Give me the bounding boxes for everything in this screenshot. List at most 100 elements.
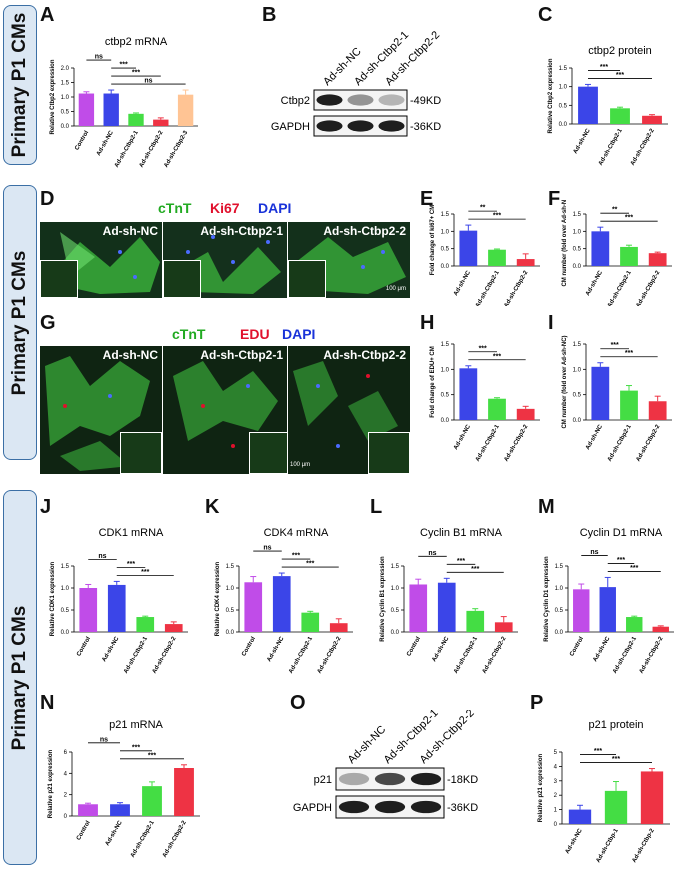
significance-label: *** — [141, 569, 149, 576]
size-label: -36KD — [447, 802, 478, 814]
y-tick-label: 0.0 — [573, 264, 582, 270]
bar-Ad-sh-NC — [272, 576, 291, 632]
blot-band — [378, 94, 405, 106]
micrograph-d-2-label: Ad-sh-Ctbp2-1 — [200, 224, 283, 238]
significance-label: *** — [132, 744, 140, 751]
micrograph-d-3: Ad-sh-Ctbp2-2 100 μm — [288, 222, 410, 298]
y-tick-label: 0.0 — [391, 630, 400, 636]
x-tick-label: Ad-sh-NC — [585, 269, 604, 297]
y-tick-label: 3 — [554, 779, 558, 785]
y-tick-label: 1.0 — [61, 95, 70, 101]
bar-Ad-sh-Ctbp2-2 — [648, 401, 667, 420]
bar-Ad-sh-Ctbp2-2 — [329, 623, 348, 632]
chart-ctbp2-mrna: ctbp2 mRNA 0.0 0.5 1.0 1.5 2.0 Relative Ctbp2 … — [50, 36, 198, 169]
bar-Ad-sh-Ctbp2-2 — [642, 115, 662, 124]
legend-g-dapi: DAPI — [282, 326, 316, 342]
bar-Ad-sh-NC — [107, 584, 126, 632]
significance-label: *** — [127, 561, 135, 568]
y-tick-label: 6 — [64, 750, 68, 756]
bar-Ad-sh-Ctbp-2 — [640, 771, 664, 824]
y-axis-label: Relative Cyclin B1 expression — [380, 556, 386, 642]
significance-label: ns — [95, 54, 103, 61]
significance-label: *** — [292, 553, 300, 560]
chart-ctbp2-protein: ctbp2 protein 0.0 0.5 1.0 1.5 Relative Ctbp2 … — [548, 45, 668, 167]
x-tick-label: Ad-sh-Ctbp2-2 — [482, 635, 508, 674]
bar-Ad-sh-NC — [437, 582, 456, 632]
x-tick-label: Ad-sh-Ctbp2-1 — [288, 635, 314, 674]
bar-Ad-sh-Ctbp2-1 — [128, 113, 144, 126]
chart-title: CDK4 mRNA — [264, 527, 329, 539]
significance-label: *** — [306, 561, 314, 568]
significance-label: *** — [630, 565, 638, 572]
scale-bar: 100 μm — [290, 462, 311, 468]
size-label: -18KD — [447, 774, 478, 786]
bar-Ad-sh-NC — [103, 93, 119, 126]
chart-edu-fold: 0.0 0.5 1.0 1.5 Fold change of EDU+ CM Ad-sh-… — [430, 342, 540, 463]
y-tick-label: 0.5 — [573, 393, 582, 399]
y-tick-label: 0.0 — [61, 124, 70, 130]
y-tick-label: 0.5 — [573, 247, 582, 253]
chart-cdk1-mrna: CDK1 mRNA 0.0 0.5 1.0 1.5 Relative CDK1 expre… — [50, 527, 188, 675]
y-axis-label: CM number (fold over Ad-sh-NC) — [562, 200, 568, 287]
chart-title: Cyclin B1 mRNA — [420, 527, 503, 539]
panel-label-d: D — [40, 188, 55, 210]
x-tick-label: Ad-sh-Ctbp2-3 — [163, 129, 189, 168]
x-tick-label: Control — [569, 636, 585, 658]
significance-label: *** — [600, 64, 608, 71]
protein-label: Ctbp2 — [281, 95, 310, 107]
y-axis-label: Relative Ctbp2 expression — [548, 58, 554, 133]
x-tick-label: Ad-sh-Ctbp2-1 — [453, 635, 479, 674]
bar-Ad-sh-Ctbp2-1 — [466, 610, 485, 632]
y-tick-label: 5 — [554, 750, 558, 756]
y-axis-label: CM number (fold over Ad-sh-NC) — [562, 335, 568, 428]
blot-band — [410, 772, 442, 786]
y-tick-label: 4 — [64, 771, 68, 777]
side-label-row2: Primary P1 CMs — [3, 185, 37, 460]
x-tick-label: Control — [406, 636, 422, 658]
bar-Ad-sh-Ctbp2-2 — [153, 119, 169, 126]
x-tick-label: Ad-sh-Ctbp2-1 — [130, 819, 156, 858]
y-axis-label: Relative CDK4 expression — [215, 561, 221, 636]
x-tick-label: Ad-sh-Ctbp2-2 — [139, 129, 165, 168]
x-tick-label: Ad-sh-Ctbp2-1 — [475, 269, 501, 306]
x-tick-label: Ad-sh-NC — [565, 827, 584, 855]
significance-label: ** — [480, 205, 486, 212]
blot-band — [374, 772, 406, 786]
bar-Ad-sh-NC — [599, 587, 616, 632]
bar-Ad-sh-NC — [568, 809, 592, 824]
y-tick-label: 1.5 — [555, 564, 564, 570]
x-tick-label: Ad-sh-Ctbp2-1 — [607, 269, 633, 306]
blot-band — [410, 800, 442, 814]
x-tick-label: Ad-sh-Ctbp2-2 — [504, 423, 530, 462]
chart-title: p21 mRNA — [109, 719, 163, 731]
x-tick-label: Ad-sh-Ctbp-2 — [632, 827, 657, 863]
x-tick-label: Ad-sh-NC — [592, 635, 611, 663]
chart-cm-number-g: 0.0 0.5 1.0 1.5 CM number (fold over Ad-sh-N… — [562, 335, 672, 463]
panel-label-a: A — [40, 4, 55, 26]
y-tick-label: 1.0 — [61, 586, 70, 592]
zoom-inset — [288, 260, 326, 298]
x-tick-label: Ad-sh-NC — [585, 423, 604, 451]
micrograph-g-2-label: Ad-sh-Ctbp2-1 — [200, 348, 283, 362]
y-tick-label: 1.0 — [573, 229, 582, 235]
x-tick-label: Ad-sh-NC — [266, 635, 285, 663]
x-tick-label: Control — [76, 636, 92, 658]
protein-label: GAPDH — [293, 802, 332, 814]
panel-label-o: O — [290, 692, 306, 714]
protein-label: GAPDH — [271, 121, 310, 133]
y-tick-label: 0.5 — [555, 608, 564, 614]
x-tick-label: Ad-sh-Ctbp2-2 — [317, 635, 343, 674]
bar-Control — [409, 584, 428, 632]
zoom-inset — [120, 432, 162, 474]
significance-label: ns — [263, 545, 271, 552]
significance-label: ns — [98, 553, 106, 560]
chart-title: Cyclin D1 mRNA — [580, 527, 663, 539]
blot-band — [374, 800, 406, 814]
y-tick-label: 1.5 — [391, 564, 400, 570]
significance-label: *** — [616, 72, 624, 79]
chart-cyclinb1-mrna: Cyclin B1 mRNA 0.0 0.5 1.0 1.5 Relative Cycli… — [380, 527, 518, 675]
protein-label: p21 — [314, 774, 332, 786]
chart-title: ctbp2 protein — [588, 45, 652, 57]
x-tick-label: Ad-sh-NC — [101, 635, 120, 663]
